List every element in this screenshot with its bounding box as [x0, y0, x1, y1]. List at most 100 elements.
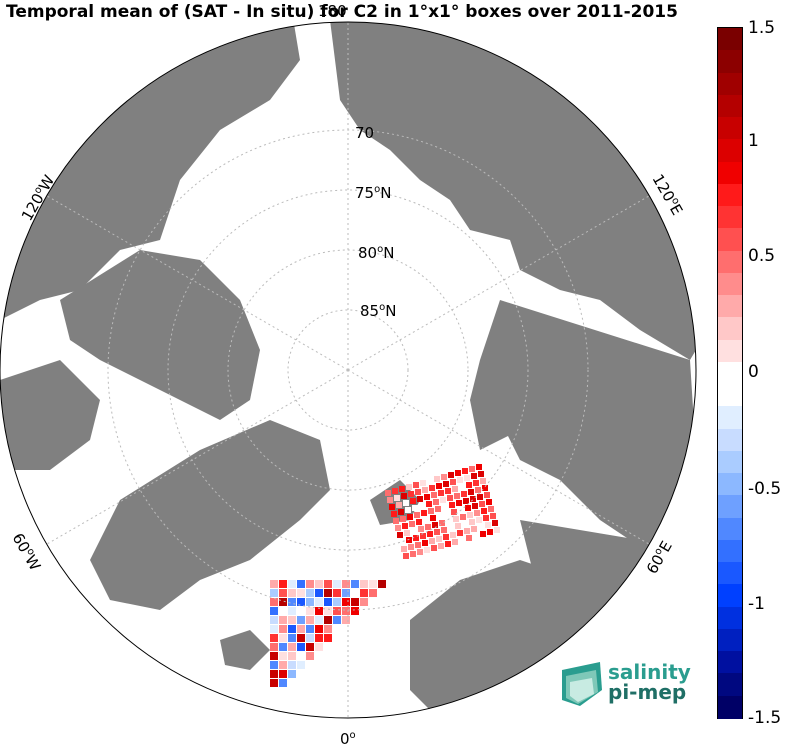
colorbar-segment: [718, 651, 742, 675]
data-box: [456, 500, 462, 506]
land-novaya-zemlya: [470, 360, 540, 450]
data-box: [448, 525, 454, 531]
colorbar-segment: [718, 384, 742, 407]
colorbar-segment: [718, 406, 742, 430]
lon-label-0: 0o: [340, 730, 356, 747]
data-box: [288, 634, 296, 642]
data-box: [425, 524, 431, 530]
data-box: [360, 589, 368, 597]
colorbar-segment: [718, 228, 742, 252]
data-box: [468, 489, 474, 495]
colorbar-segment: [718, 361, 742, 385]
data-box: [402, 523, 408, 529]
data-box: [398, 509, 404, 515]
colorbar-segment: [718, 94, 742, 118]
colorbar-segment: [718, 250, 742, 274]
data-box: [396, 502, 402, 508]
data-box: [288, 607, 296, 615]
data-box: [429, 538, 435, 544]
data-box: [462, 521, 468, 527]
data-box: [270, 616, 278, 624]
data-box: [494, 527, 500, 533]
data-box: [315, 607, 323, 615]
data-box: [470, 496, 476, 502]
data-box: [333, 607, 341, 615]
data-box: [471, 473, 477, 479]
data-box: [465, 505, 471, 511]
data-box: [297, 589, 305, 597]
map-boundary: [0, 21, 697, 719]
data-box: [485, 522, 491, 528]
data-box: [400, 516, 406, 522]
data-box: [297, 580, 305, 588]
data-box: [413, 535, 419, 541]
data-box: [432, 522, 438, 528]
data-box: [421, 510, 427, 516]
data-box: [445, 541, 451, 547]
data-box: [460, 514, 466, 520]
data-box: [270, 589, 278, 597]
data-box: [422, 540, 428, 546]
data-box: [464, 475, 470, 481]
logo-text-salinity: salinity: [608, 660, 691, 684]
colorbar: [717, 27, 743, 719]
data-box: [450, 479, 456, 485]
data-box: [369, 580, 377, 588]
data-box: [279, 661, 287, 669]
data-box: [467, 512, 473, 518]
land-iceland: [220, 630, 270, 670]
data-box: [279, 643, 287, 651]
lat-label-85: 85oN: [360, 302, 396, 320]
data-box: [434, 476, 440, 482]
data-box: [403, 500, 409, 506]
data-box: [306, 625, 314, 633]
data-box: [279, 580, 287, 588]
data-box: [438, 543, 444, 549]
data-box: [351, 598, 359, 606]
colorbar-segment: [718, 584, 742, 608]
data-box: [401, 546, 407, 552]
data-box: [324, 625, 332, 633]
data-box: [427, 478, 433, 484]
colorbar-tick-neg1: -1: [748, 594, 765, 614]
data-box: [279, 679, 287, 687]
colorbar-segment: [718, 272, 742, 296]
data-box: [391, 511, 397, 517]
data-box: [424, 494, 430, 500]
data-box: [395, 525, 401, 531]
data-box: [481, 508, 487, 514]
land-canadian-archipelago: [60, 250, 260, 420]
colorbar-segment: [718, 628, 742, 652]
data-box: [369, 589, 377, 597]
data-box: [342, 607, 350, 615]
data-box: [315, 598, 323, 606]
data-box: [447, 495, 453, 501]
data-box: [461, 491, 467, 497]
data-box: [424, 547, 430, 553]
data-box: [445, 488, 451, 494]
data-box: [446, 518, 452, 524]
data-box: [463, 498, 469, 504]
data-box: [324, 580, 332, 588]
colorbar-tick-neg0.5: -0.5: [748, 479, 782, 499]
data-box: [342, 616, 350, 624]
data-box: [406, 484, 412, 490]
data-box: [466, 535, 472, 541]
data-box: [315, 580, 323, 588]
data-box: [333, 580, 341, 588]
data-box: [469, 466, 475, 472]
data-box: [488, 506, 494, 512]
data-box: [403, 553, 409, 559]
data-box: [478, 471, 484, 477]
data-box: [306, 598, 314, 606]
data-box: [389, 504, 395, 510]
colorbar-segment: [718, 28, 742, 51]
data-box: [351, 607, 359, 615]
data-box: [279, 598, 287, 606]
colorbar-segment: [718, 183, 742, 207]
data-box: [474, 510, 480, 516]
data-box: [297, 598, 305, 606]
data-box: [342, 589, 350, 597]
lat-label-75: 75oN: [355, 184, 391, 202]
data-box: [443, 534, 449, 540]
